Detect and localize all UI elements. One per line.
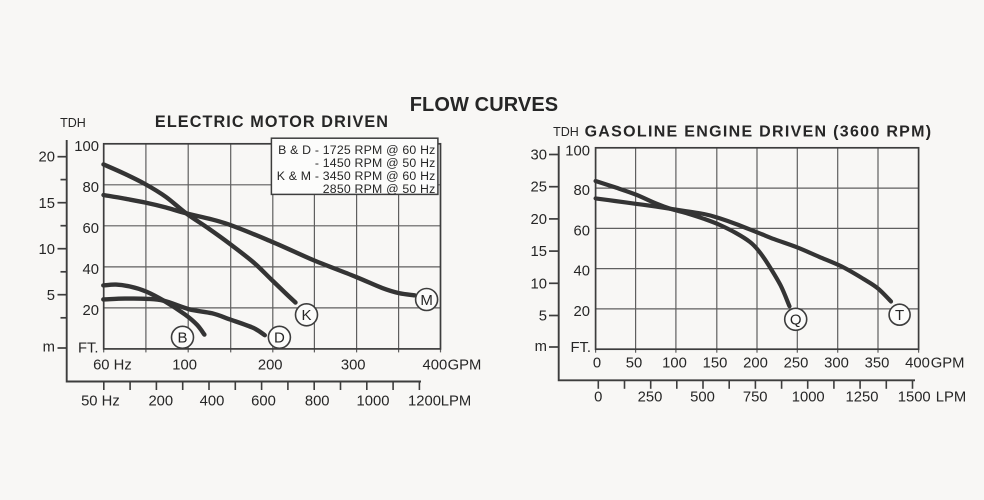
svg-text:60 Hz: 60 Hz [93,357,132,373]
svg-text:1000: 1000 [792,389,825,405]
svg-text:60: 60 [83,221,99,237]
svg-text:200: 200 [148,393,173,409]
svg-text:80: 80 [83,180,99,196]
svg-text:10: 10 [39,242,55,258]
svg-text:30: 30 [531,148,547,164]
svg-text:20: 20 [83,303,99,319]
svg-text:GPM: GPM [448,357,482,373]
svg-text:LPM: LPM [936,389,966,405]
svg-text:1250: 1250 [846,389,879,405]
svg-text:60: 60 [574,223,590,239]
svg-text:GPM: GPM [931,355,965,371]
svg-text:TDH: TDH [553,125,579,139]
svg-text:5: 5 [539,309,547,325]
svg-text:m: m [535,339,547,355]
svg-text:M: M [420,292,433,309]
svg-text:K & M - 3450 RPM @ 60 Hz: K & M - 3450 RPM @ 60 Hz [277,169,436,183]
svg-text:K: K [301,307,311,324]
svg-text:300: 300 [341,357,366,373]
svg-text:TDH: TDH [60,116,86,130]
svg-text:200: 200 [743,355,768,371]
svg-text:150: 150 [703,355,728,371]
svg-text:1500: 1500 [898,389,931,405]
svg-text:FLOW CURVES: FLOW CURVES [410,94,559,116]
svg-text:100: 100 [662,355,687,371]
svg-text:1200: 1200 [408,393,441,409]
svg-text:D: D [274,330,285,347]
svg-text:600: 600 [251,393,276,409]
svg-text:20: 20 [39,150,55,166]
svg-text:2850 RPM @ 50 Hz: 2850 RPM @ 50 Hz [323,182,436,196]
svg-text:1000: 1000 [357,393,390,409]
svg-text:40: 40 [574,264,590,280]
svg-text:80: 80 [574,183,590,199]
svg-text:250: 250 [784,355,809,371]
svg-text:T: T [895,307,904,324]
svg-text:Q: Q [790,312,802,329]
svg-text:10: 10 [531,276,547,292]
svg-text:400: 400 [200,393,225,409]
svg-text:50 Hz: 50 Hz [81,393,120,409]
svg-text:LPM: LPM [441,393,471,409]
svg-text:15: 15 [531,244,547,260]
svg-text:400: 400 [423,357,448,373]
svg-text:B & D - 1725 RPM @ 60 Hz: B & D - 1725 RPM @ 60 Hz [278,143,435,157]
svg-text:15: 15 [39,196,55,212]
svg-text:GASOLINE ENGINE DRIVEN (3600 R: GASOLINE ENGINE DRIVEN (3600 RPM) [585,124,933,141]
svg-text:FT.: FT. [78,340,99,356]
svg-text:20: 20 [531,212,547,228]
svg-text:B: B [177,330,187,347]
svg-text:800: 800 [305,393,330,409]
svg-text:0: 0 [593,355,601,371]
svg-text:0: 0 [594,389,602,405]
svg-text:750: 750 [743,389,768,405]
svg-text:200: 200 [258,357,283,373]
svg-text:100: 100 [172,357,197,373]
svg-text:250: 250 [638,389,663,405]
svg-text:5: 5 [47,288,55,304]
svg-text:25: 25 [531,180,547,196]
svg-text:- 1450 RPM @ 50 Hz: - 1450 RPM @ 50 Hz [315,156,436,170]
svg-text:400: 400 [905,355,930,371]
svg-text:ELECTRIC MOTOR DRIVEN: ELECTRIC MOTOR DRIVEN [155,113,389,131]
svg-text:40: 40 [83,262,99,278]
svg-text:100: 100 [565,143,590,159]
svg-text:500: 500 [690,389,715,405]
svg-text:300: 300 [824,355,849,371]
svg-text:50: 50 [626,355,642,371]
svg-text:100: 100 [74,139,99,155]
svg-text:350: 350 [865,355,890,371]
svg-text:m: m [43,340,55,356]
svg-text:FT.: FT. [570,340,591,356]
svg-text:20: 20 [574,304,590,320]
